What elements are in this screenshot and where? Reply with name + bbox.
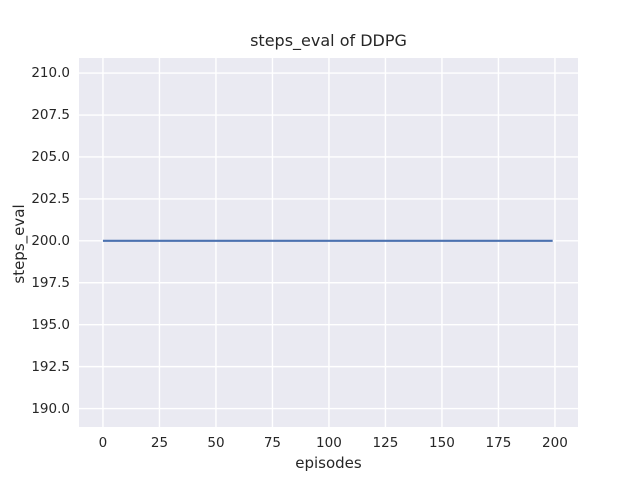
x-tick-label: 25 — [150, 435, 169, 451]
y-tick-label: 207.5 — [31, 107, 70, 124]
y-tick-label: 192.5 — [31, 358, 70, 375]
y-tick-label: 195.0 — [31, 316, 70, 333]
x-axis-label: episodes — [295, 454, 362, 472]
x-tick-label: 150 — [429, 435, 455, 451]
x-tick-label: 200 — [542, 435, 568, 451]
x-tick-label: 175 — [485, 435, 512, 451]
y-tick-label: 210.0 — [31, 65, 70, 82]
x-tick-label: 125 — [372, 435, 399, 451]
y-tick-label: 202.5 — [31, 190, 70, 207]
plot-canvas — [79, 58, 578, 427]
x-tick-label: 0 — [98, 435, 108, 451]
plot-area — [79, 58, 578, 427]
y-tick-label: 190.0 — [31, 400, 70, 417]
x-tick-label: 100 — [316, 435, 342, 451]
y-tick-label: 197.5 — [31, 274, 70, 291]
y-tick-label: 205.0 — [31, 148, 70, 165]
x-tick-label: 50 — [207, 435, 225, 451]
chart-title: steps_eval of DDPG — [250, 31, 407, 50]
y-tick-label: 200.0 — [31, 232, 70, 249]
x-tick-label: 75 — [263, 435, 282, 451]
